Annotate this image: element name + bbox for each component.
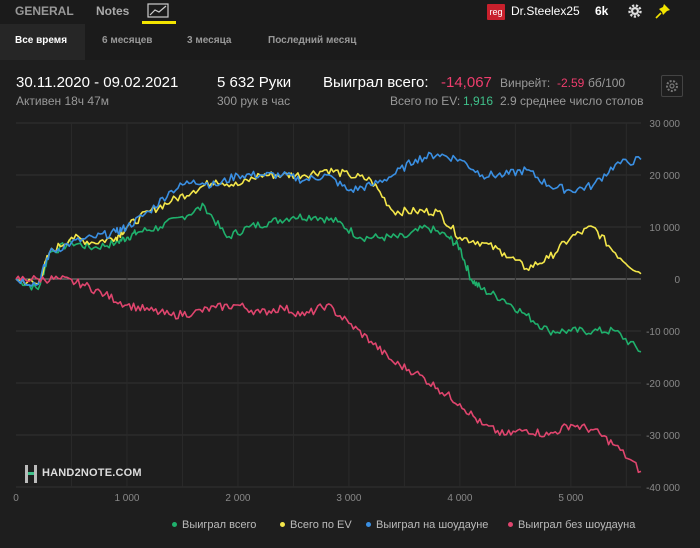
x-tick-label: 3 000 — [336, 493, 361, 504]
date-range: 30.11.2020 - 09.02.2021 — [16, 74, 179, 91]
active-time: Активен 18ч 47м — [16, 94, 109, 108]
legend-showdown[interactable]: Выиграл на шоудауне — [366, 519, 488, 531]
winrate-value: -2.59 — [557, 76, 585, 90]
y-tick-label: -10 000 — [646, 327, 680, 338]
top-bar: GENERAL Notes reg Dr.Steelex25 6k — [0, 0, 700, 24]
period-tab-last-month[interactable]: Последний месяц — [268, 35, 357, 46]
chart-area: 30 000 20 000 10 000 0 -10 000 -20 000 -30 000… — [13, 119, 680, 504]
y-tick-label: -20 000 — [646, 379, 680, 390]
y-tick-label: 10 000 — [649, 223, 680, 234]
legend-ev[interactable]: Всего по EV — [280, 519, 352, 531]
chart-settings-button[interactable] — [661, 75, 683, 97]
x-tick-label: 1 000 — [114, 493, 139, 504]
x-tick-label: 4 000 — [447, 493, 472, 504]
period-tab-6m[interactable]: 6 месяцев — [102, 35, 153, 46]
series-line-2 — [15, 167, 642, 285]
y-tick-label: 20 000 — [649, 171, 680, 182]
site-badge: reg — [487, 4, 505, 20]
winrate-unit: бб/100 — [588, 76, 626, 90]
legend-won[interactable]: Выиграл всего — [172, 519, 256, 531]
active-tab-indicator — [142, 21, 176, 24]
period-tab-all[interactable]: Все время — [15, 35, 68, 46]
hand2note-logo: HAND2NOTE.COM — [24, 462, 154, 486]
hands-per-hour: 300 рук в час — [217, 94, 291, 108]
y-tick-label: 30 000 — [649, 119, 680, 130]
stake-label: 6k — [595, 4, 609, 18]
legend-showdown-swatch — [366, 521, 371, 527]
period-tab-active-bg — [0, 24, 85, 60]
won-total-label: Выиграл всего: — [323, 74, 429, 91]
hands-count: 5 632 Руки — [217, 74, 292, 91]
tab-notes[interactable]: Notes — [96, 4, 130, 18]
legend-won-swatch — [172, 521, 177, 527]
legend-ev-label: Всего по EV — [290, 519, 352, 531]
ev-total-label: Всего по EV: — [390, 94, 461, 108]
y-tick-label: -30 000 — [646, 431, 680, 442]
winrate-label: Винрейт: — [500, 76, 551, 90]
gear-icon — [666, 80, 678, 92]
tab-graph[interactable] — [142, 0, 176, 24]
legend-non-showdown[interactable]: Выиграл без шоудауна — [508, 519, 635, 531]
x-tick-label: 0 — [13, 493, 19, 504]
avg-tables: 2.9 среднее число столов — [500, 94, 644, 108]
y-tick-label: 0 — [674, 275, 680, 286]
tab-general[interactable]: GENERAL — [15, 4, 74, 18]
ev-total-value: 1,916 — [463, 94, 494, 108]
y-tick-label: -40 000 — [646, 483, 680, 494]
legend-ev-swatch — [280, 521, 285, 527]
legend-non-showdown-label: Выиграл без шоудауна — [518, 519, 636, 531]
gear-icon[interactable] — [626, 2, 644, 20]
logo-text: HAND2NOTE.COM — [42, 467, 142, 479]
period-tabs — [0, 24, 700, 60]
player-name: Dr.Steelex25 — [511, 4, 580, 18]
hand2note-logo-icon — [25, 465, 37, 483]
line-chart-icon — [147, 3, 169, 18]
series-line-3 — [15, 151, 642, 287]
legend-showdown-label: Выиграл на шоудауне — [376, 519, 489, 531]
x-tick-label: 2 000 — [225, 493, 250, 504]
series-line-4 — [15, 275, 642, 474]
x-tick-label: 5 000 — [558, 493, 583, 504]
series-line-1 — [15, 202, 642, 353]
legend-won-label: Выиграл всего — [182, 519, 257, 531]
legend-non-showdown-swatch — [508, 521, 513, 527]
period-tab-3m[interactable]: 3 месяца — [187, 35, 232, 46]
pin-icon[interactable] — [654, 2, 672, 20]
won-total-value: -14,067 — [441, 74, 492, 91]
